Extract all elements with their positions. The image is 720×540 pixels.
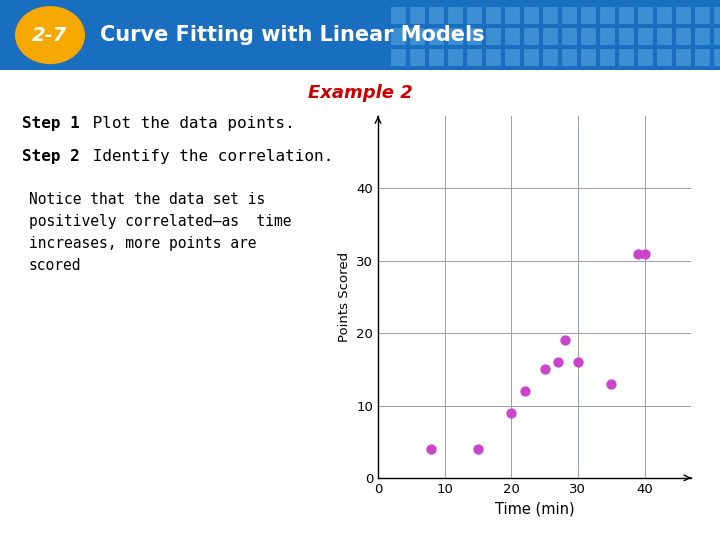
Bar — [637, 27, 653, 45]
Text: Curve Fitting with Linear Models: Curve Fitting with Linear Models — [100, 25, 485, 45]
Bar — [428, 6, 444, 24]
Bar — [542, 6, 558, 24]
Bar — [713, 27, 720, 45]
Bar — [542, 48, 558, 66]
Point — [472, 444, 484, 453]
Bar — [675, 6, 691, 24]
Bar — [485, 6, 501, 24]
Bar — [542, 27, 558, 45]
Bar — [428, 27, 444, 45]
Bar — [637, 48, 653, 66]
Text: Example 2: Example 2 — [307, 84, 413, 102]
Bar — [580, 27, 596, 45]
Text: 2-7: 2-7 — [32, 25, 68, 45]
X-axis label: Time (min): Time (min) — [495, 501, 575, 516]
Bar — [523, 6, 539, 24]
Text: Step 1: Step 1 — [22, 116, 79, 131]
Bar — [428, 48, 444, 66]
Y-axis label: Points Scored: Points Scored — [338, 252, 351, 342]
Bar — [599, 6, 615, 24]
Bar — [390, 6, 406, 24]
Bar — [447, 48, 463, 66]
Bar — [409, 48, 425, 66]
Bar — [561, 6, 577, 24]
Bar — [599, 48, 615, 66]
Bar — [675, 48, 691, 66]
Bar — [390, 48, 406, 66]
Bar — [504, 27, 520, 45]
Bar — [504, 6, 520, 24]
Text: Notice that the data set is
positively correlated–as  time
increases, more point: Notice that the data set is positively c… — [29, 192, 292, 273]
Text: Copyright © by Holt, Rinehart and Winston. All Rights Reserved.: Copyright © by Holt, Rinehart and Winsto… — [214, 521, 506, 530]
Bar — [694, 6, 710, 24]
Bar — [466, 27, 482, 45]
Text: Holt Algebra 2: Holt Algebra 2 — [14, 518, 115, 532]
Bar — [390, 27, 406, 45]
Bar — [713, 6, 720, 24]
Bar — [504, 48, 520, 66]
Bar — [409, 27, 425, 45]
Bar — [656, 48, 672, 66]
Text: Identify the correlation.: Identify the correlation. — [83, 148, 333, 164]
Bar — [618, 6, 634, 24]
Point — [606, 380, 617, 388]
Text: Plot the data points.: Plot the data points. — [83, 116, 294, 131]
Bar — [561, 27, 577, 45]
Bar — [694, 48, 710, 66]
Bar — [599, 27, 615, 45]
Point — [552, 358, 564, 367]
Bar — [656, 6, 672, 24]
Point — [426, 444, 437, 453]
Bar — [485, 48, 501, 66]
Point — [572, 358, 584, 367]
Point — [519, 387, 531, 395]
Bar — [466, 48, 482, 66]
Ellipse shape — [15, 6, 85, 64]
Point — [559, 336, 570, 345]
Bar — [447, 27, 463, 45]
Bar — [580, 6, 596, 24]
Bar — [523, 27, 539, 45]
Bar — [618, 27, 634, 45]
Bar — [485, 27, 501, 45]
Bar — [447, 6, 463, 24]
Bar — [523, 48, 539, 66]
Point — [505, 408, 517, 417]
Bar — [656, 27, 672, 45]
Bar — [637, 6, 653, 24]
Bar — [694, 27, 710, 45]
Bar — [466, 6, 482, 24]
Bar — [675, 27, 691, 45]
Bar — [561, 48, 577, 66]
Bar — [409, 6, 425, 24]
Point — [639, 249, 650, 258]
Text: Step 2: Step 2 — [22, 148, 79, 164]
Bar — [713, 48, 720, 66]
Bar — [580, 48, 596, 66]
Point — [539, 365, 550, 374]
Bar — [618, 48, 634, 66]
Point — [632, 249, 644, 258]
